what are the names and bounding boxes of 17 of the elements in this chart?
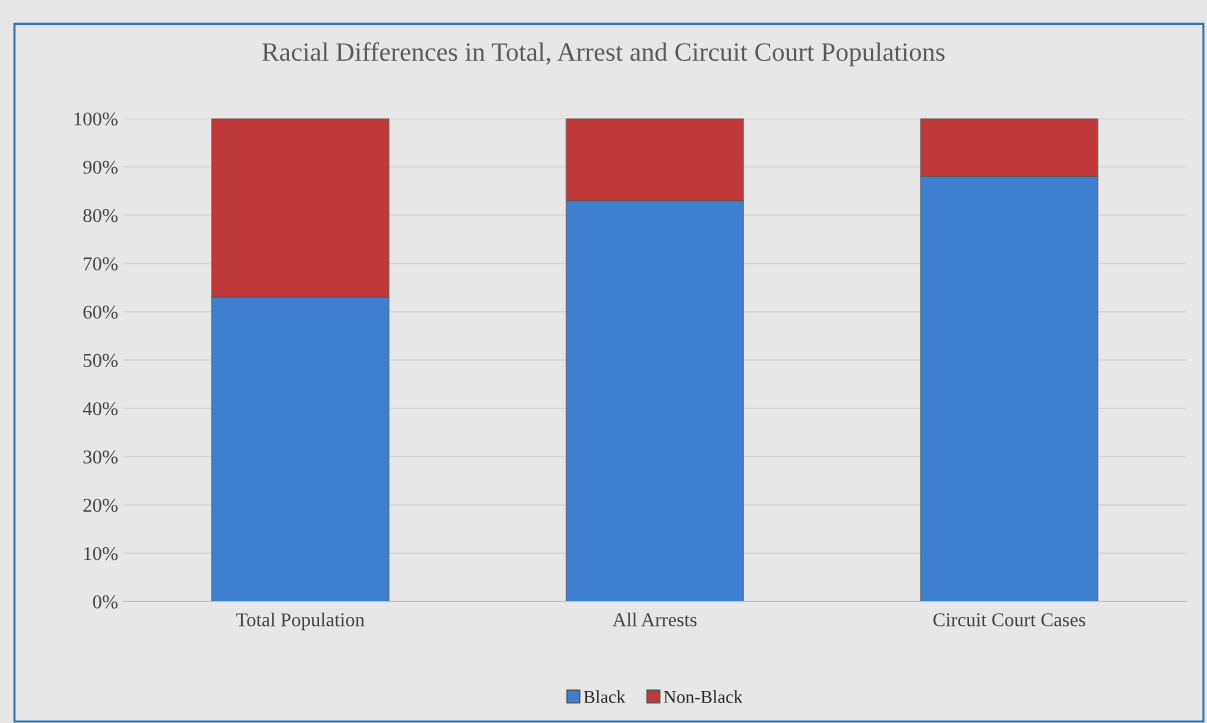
y-tick-label: 90% bbox=[83, 160, 118, 174]
y-tick-label: 0% bbox=[93, 595, 118, 609]
y-tick-label: 60% bbox=[83, 305, 118, 319]
y-tick-label: 40% bbox=[82, 402, 118, 416]
x-tick-label: Circuit Court Cases bbox=[933, 613, 1086, 627]
y-tick-label: 50% bbox=[83, 353, 118, 368]
y-tick-label: 30% bbox=[83, 450, 118, 464]
y-tick-label: 80% bbox=[83, 208, 118, 223]
x-tick-label: Total Population bbox=[236, 612, 365, 631]
y-tick-label: 100% bbox=[74, 112, 118, 126]
chart-title: Racial Differences in Total, Arrest and Circuit Court Populations bbox=[262, 42, 945, 67]
y-tick-label: 70% bbox=[83, 257, 118, 271]
y-tick-label: 10% bbox=[84, 547, 118, 561]
legend-label: Black bbox=[583, 690, 626, 704]
x-tick-label: All Arrests bbox=[612, 612, 697, 627]
legend-label: Non-Black bbox=[663, 690, 743, 704]
y-tick-label: 20% bbox=[83, 498, 118, 512]
